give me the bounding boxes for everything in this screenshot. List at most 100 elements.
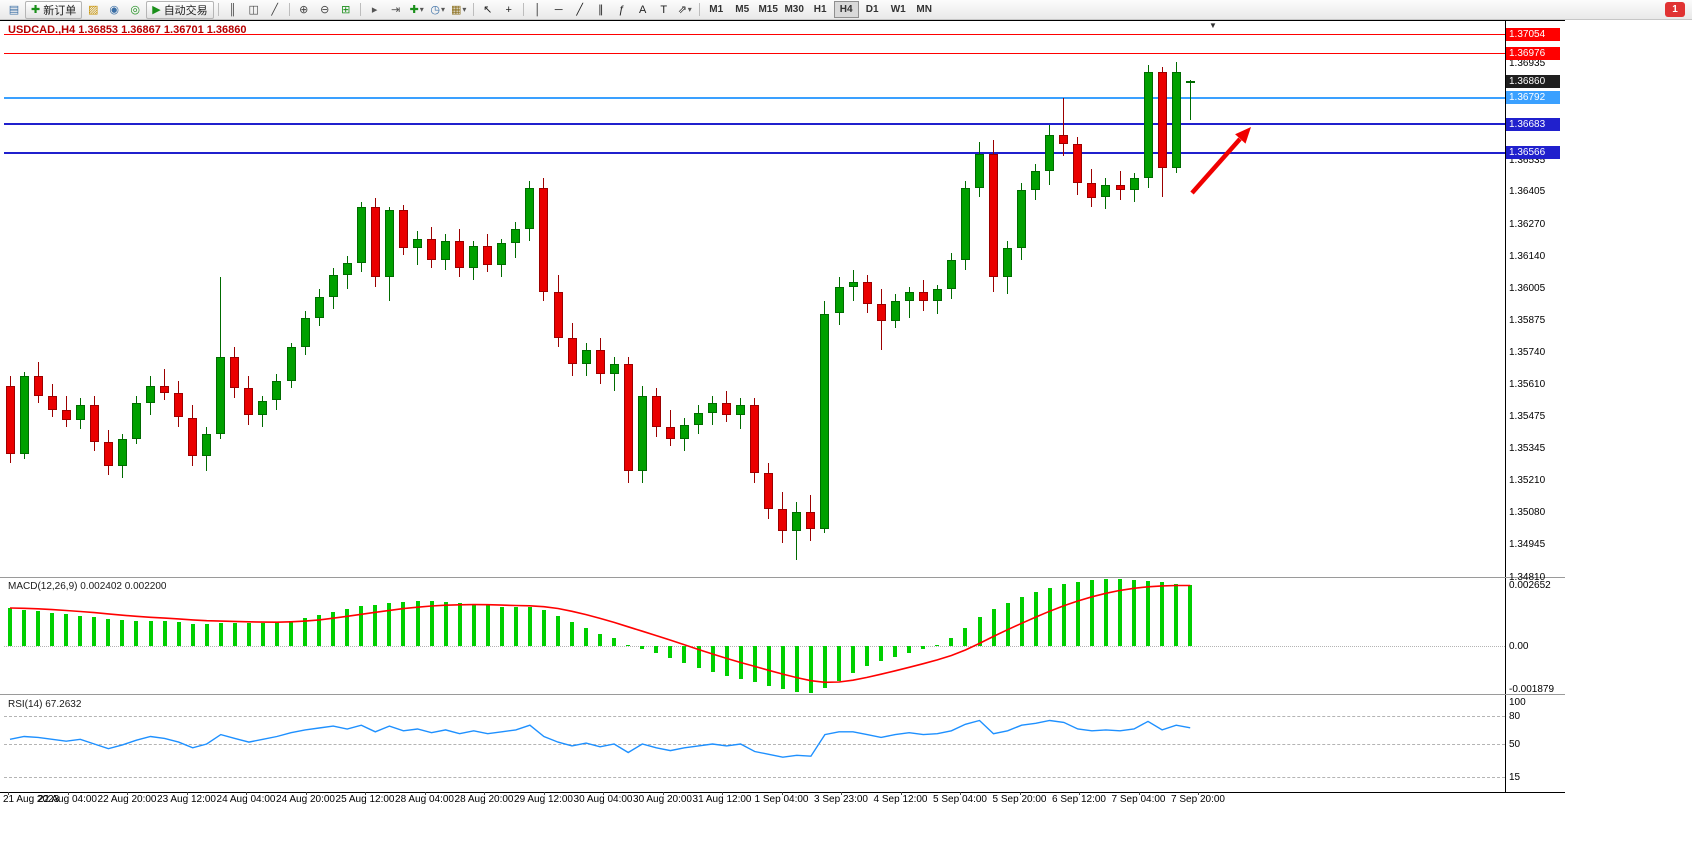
trendline-icon[interactable]: ╱ bbox=[570, 1, 590, 19]
auto-trading-icon: ▶ bbox=[152, 4, 161, 16]
price-axis-label: 1.35740 bbox=[1509, 347, 1546, 359]
cursor-icon[interactable]: ↖ bbox=[478, 1, 498, 19]
zoom-out-icon[interactable]: ⊖ bbox=[315, 1, 335, 19]
candle-wick bbox=[796, 502, 798, 561]
macd-histogram-bar bbox=[626, 644, 631, 646]
price-level-line-1.37054[interactable] bbox=[4, 34, 1505, 35]
macd-histogram-bar bbox=[457, 603, 462, 646]
candlestick-chart-icon[interactable]: ◫ bbox=[244, 1, 264, 19]
candle bbox=[679, 424, 689, 440]
price-level-line-1.36566[interactable] bbox=[4, 151, 1505, 154]
candle bbox=[651, 395, 661, 428]
macd-label: MACD(12,26,9) 0.002402 0.002200 bbox=[8, 581, 167, 592]
timeframe-button-m15[interactable]: M15 bbox=[758, 4, 778, 15]
price-axis-label: 1.35475 bbox=[1509, 411, 1546, 423]
price-axis-border bbox=[1505, 20, 1506, 792]
macd-histogram-bar bbox=[668, 645, 673, 659]
bar-chart-icon[interactable]: ║ bbox=[223, 1, 243, 19]
candle bbox=[1059, 134, 1069, 145]
price-axis-label: 1.35080 bbox=[1509, 506, 1546, 518]
macd-histogram-bar bbox=[1118, 579, 1122, 646]
navigator-icon[interactable]: ◎ bbox=[125, 1, 145, 19]
auto-scroll-icon[interactable]: ▸ bbox=[365, 1, 385, 19]
timeframe-button-mn[interactable]: MN bbox=[916, 4, 932, 15]
candle bbox=[834, 286, 844, 314]
macd-histogram-bar bbox=[289, 620, 293, 646]
candle bbox=[792, 511, 802, 531]
toolbar-separator bbox=[217, 3, 219, 16]
candle bbox=[47, 395, 57, 411]
time-axis-tick bbox=[662, 792, 664, 795]
fibonacci-icon[interactable]: ƒ bbox=[612, 1, 632, 19]
chart-window: 1.37054 1.36976 1.36792 1.36683 1.36566 1.369… bbox=[0, 20, 1565, 810]
text-icon[interactable]: A bbox=[633, 1, 653, 19]
price-axis-label: 1.35345 bbox=[1509, 442, 1546, 454]
candle bbox=[75, 405, 85, 420]
vertical-line-icon[interactable]: │ bbox=[528, 1, 548, 19]
arrows-icon[interactable]: ⇗ ▾ bbox=[675, 1, 695, 19]
rsi-panel-divider[interactable] bbox=[0, 694, 1565, 695]
time-axis-label: 6 Sep 12:00 bbox=[1052, 794, 1106, 805]
candle bbox=[89, 405, 99, 442]
new-order-button[interactable]: ✚ 新订单 bbox=[25, 0, 83, 19]
timeframe-button-m30[interactable]: M30 bbox=[784, 4, 804, 15]
macd-histogram-bar bbox=[640, 645, 645, 649]
auto-trading-button[interactable]: ▶ 自动交易 bbox=[146, 0, 214, 19]
price-level-line-1.36792[interactable] bbox=[4, 96, 1505, 99]
timeframe-button-h1[interactable]: H1 bbox=[813, 4, 827, 15]
timeframe-button-m1[interactable]: M1 bbox=[709, 4, 724, 15]
equidistant-channel-icon[interactable]: ∥ bbox=[591, 1, 611, 19]
macd-histogram-bar bbox=[570, 622, 574, 646]
zoom-in-icon[interactable]: ⊕ bbox=[294, 1, 314, 19]
candle bbox=[1115, 185, 1125, 191]
new-chart-icon[interactable]: ▤ bbox=[4, 1, 24, 19]
equidistant-channel-icon: ∥ bbox=[597, 3, 604, 16]
periods-icon[interactable]: ◷ ▾ bbox=[428, 1, 448, 19]
time-axis-tick bbox=[365, 792, 366, 795]
text-label-icon[interactable]: T bbox=[654, 1, 674, 19]
crosshair-icon[interactable]: + bbox=[499, 1, 519, 19]
timeframe-button-h4[interactable]: H4 bbox=[833, 1, 859, 18]
candle bbox=[820, 313, 830, 529]
candle bbox=[286, 347, 296, 382]
price-axis-label: 1.36005 bbox=[1509, 283, 1546, 295]
macd-histogram-bar bbox=[246, 623, 251, 646]
timeframe-button-d1[interactable]: D1 bbox=[865, 4, 879, 15]
macd-histogram-bar bbox=[120, 620, 125, 646]
macd-histogram-bar bbox=[331, 611, 336, 646]
macd-histogram-bar bbox=[808, 645, 813, 693]
templates-icon[interactable]: ▦ ▾ bbox=[449, 1, 469, 19]
time-axis-label: 23 Aug 12:00 bbox=[157, 794, 216, 805]
macd-histogram-bar bbox=[260, 623, 265, 646]
macd-histogram-bar bbox=[879, 645, 884, 662]
candle bbox=[1031, 170, 1041, 191]
timeframe-button-w1[interactable]: W1 bbox=[890, 4, 906, 15]
price-axis-label: 1.36535 bbox=[1509, 155, 1546, 166]
macd-histogram-bar bbox=[710, 645, 715, 673]
rsi-axis-label: 50 bbox=[1509, 739, 1521, 750]
timeframe-button-m5[interactable]: M5 bbox=[735, 4, 750, 15]
trend-arrow-annotation[interactable] bbox=[1190, 127, 1251, 195]
candle bbox=[848, 282, 858, 287]
candle bbox=[131, 402, 141, 440]
notification-badge[interactable]: 1 bbox=[1665, 2, 1685, 17]
macd-panel-divider[interactable] bbox=[0, 577, 1565, 578]
horizontal-line-icon[interactable]: ─ bbox=[549, 1, 569, 19]
candle bbox=[497, 243, 507, 266]
line-chart-icon[interactable]: ╱ bbox=[265, 1, 285, 19]
candle bbox=[904, 291, 914, 302]
candle bbox=[117, 439, 127, 466]
auto-trading-button-label: 自动交易 bbox=[163, 4, 208, 17]
macd-histogram-bar bbox=[50, 612, 55, 646]
open-history-icon[interactable]: ▨ bbox=[83, 1, 103, 19]
tile-windows-icon[interactable]: ⊞ bbox=[336, 1, 356, 19]
chart-shift-marker[interactable]: ▼ bbox=[1209, 21, 1217, 30]
chart-shift-icon[interactable]: ⇥ bbox=[386, 1, 406, 19]
profiles-icon[interactable]: ◉ bbox=[104, 1, 124, 19]
price-level-line-1.36683[interactable] bbox=[4, 123, 1505, 126]
candle bbox=[778, 509, 788, 532]
price-level-line-1.36976[interactable] bbox=[4, 52, 1505, 54]
rsi-axis-label: 100 bbox=[1509, 697, 1526, 708]
indicators-icon[interactable]: ✚ ▾ bbox=[407, 1, 427, 19]
chart-ohlc-title: USDCAD.,H4 1.36853 1.36867 1.36701 1.368… bbox=[8, 24, 247, 36]
